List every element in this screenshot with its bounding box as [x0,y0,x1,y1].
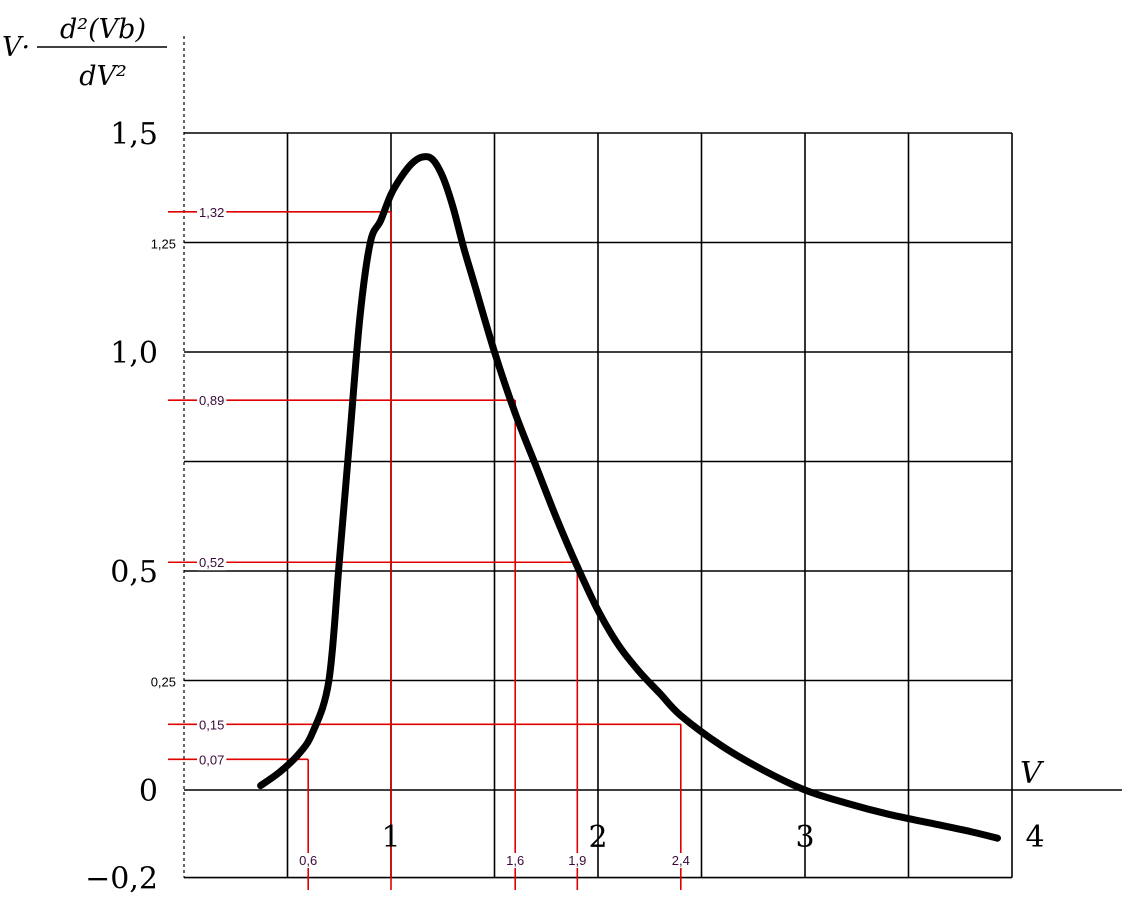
annotation-label-backing [197,717,227,733]
y-tick-label: 1,5 [110,117,158,152]
annotation-x-label: 1,9 [568,853,586,868]
annotations: 0,07 0,6 1,32 0,89 1,6 0,52 1,9 0,15 2,4 [168,204,691,890]
y-axis-label-prefix: V· [2,32,30,63]
annotation-label-backing [197,752,227,768]
annotation-label-backing [298,853,319,868]
y-tick-label: 1,0 [110,336,158,371]
y-axis-label: V· d²(Vb) dV² [2,14,167,92]
x-tick-label: 1 [381,820,400,855]
y-tick-label: 1,25 [151,237,176,252]
x-axis-label: V [1020,756,1045,791]
y-tick-label: −0,2 [85,862,158,897]
y-tick-label: 0 [139,774,158,809]
axes [183,36,1122,879]
annotation-label-backing [670,853,691,868]
annotation-label-backing [197,555,227,571]
annotation-label-backing [197,393,227,409]
annotation-label-backing [197,204,227,220]
annotation-y-label: 0,07 [199,752,224,767]
annotation-y-label: 0,52 [199,555,224,570]
annotation-x-label: 0,6 [299,853,317,868]
y-axis-label-denominator: dV² [79,61,127,92]
tick-labels: 1,5 1,25 1,0 0,5 0,25 0 −0,2 1 2 3 4 [85,117,1044,897]
annotation-label-backing [567,853,588,868]
y-tick-label: 0,25 [151,675,176,690]
annotation-y-label: 0,89 [199,393,224,408]
x-tick-label: 4 [1025,820,1044,855]
annotation-y-label: 1,32 [199,205,224,220]
annotation-x-label: 2,4 [672,853,690,868]
series-layer [257,153,1002,842]
y-tick-label: 0,5 [110,555,158,590]
x-tick-label: 2 [588,820,607,855]
annotation-x-label: 1,6 [506,853,524,868]
annotation-label-backing [505,853,526,868]
x-tick-label: 3 [795,820,814,855]
series-line [257,153,1002,842]
y-axis-label-numerator: d²(Vb) [60,14,146,45]
annotation-y-label: 0,15 [199,717,224,732]
grid-lines [184,132,1013,878]
